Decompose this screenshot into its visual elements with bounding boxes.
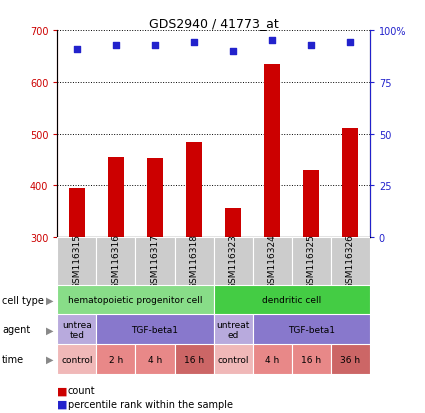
- Bar: [96, 315, 213, 344]
- Text: percentile rank within the sample: percentile rank within the sample: [68, 399, 233, 409]
- Bar: [96, 237, 136, 285]
- Text: TGF-beta1: TGF-beta1: [288, 325, 334, 334]
- Point: [347, 40, 354, 47]
- Point: [269, 38, 275, 45]
- Text: GSM116325: GSM116325: [307, 234, 316, 289]
- Point: [191, 40, 198, 47]
- Bar: [69, 188, 85, 237]
- Text: GSM116317: GSM116317: [150, 234, 159, 289]
- Text: ■: ■: [57, 385, 68, 395]
- Bar: [292, 237, 331, 285]
- Bar: [57, 344, 96, 374]
- Bar: [108, 157, 124, 237]
- Bar: [213, 285, 370, 315]
- Bar: [252, 344, 292, 374]
- Bar: [343, 129, 358, 237]
- Text: untrea
ted: untrea ted: [62, 320, 92, 339]
- Bar: [331, 344, 370, 374]
- Text: untreat
ed: untreat ed: [216, 320, 250, 339]
- Text: GSM116316: GSM116316: [111, 234, 120, 289]
- Text: 4 h: 4 h: [265, 355, 279, 364]
- Text: 16 h: 16 h: [301, 355, 321, 364]
- Text: count: count: [68, 385, 96, 395]
- Point: [230, 48, 236, 55]
- Bar: [57, 315, 96, 344]
- Text: ▶: ▶: [46, 325, 54, 335]
- Bar: [175, 237, 213, 285]
- Bar: [213, 315, 252, 344]
- Bar: [186, 143, 202, 237]
- Text: TGF-beta1: TGF-beta1: [131, 325, 178, 334]
- Text: GSM116318: GSM116318: [190, 234, 198, 289]
- Point: [308, 42, 314, 49]
- Bar: [303, 170, 319, 237]
- Text: 16 h: 16 h: [184, 355, 204, 364]
- Point: [113, 42, 119, 49]
- Text: GSM116326: GSM116326: [346, 234, 355, 289]
- Text: control: control: [217, 355, 249, 364]
- Text: hematopoietic progenitor cell: hematopoietic progenitor cell: [68, 295, 203, 304]
- Bar: [57, 237, 96, 285]
- Bar: [225, 208, 241, 237]
- Text: GSM116323: GSM116323: [229, 234, 238, 289]
- Text: dendritic cell: dendritic cell: [262, 295, 321, 304]
- Bar: [213, 344, 252, 374]
- Text: GSM116324: GSM116324: [268, 234, 277, 289]
- Text: 2 h: 2 h: [109, 355, 123, 364]
- Bar: [57, 285, 213, 315]
- Bar: [175, 344, 213, 374]
- Text: ▶: ▶: [46, 354, 54, 364]
- Text: 36 h: 36 h: [340, 355, 360, 364]
- Text: cell type: cell type: [2, 295, 44, 305]
- Bar: [147, 159, 163, 237]
- Point: [152, 42, 159, 49]
- Text: ▶: ▶: [46, 295, 54, 305]
- Point: [74, 46, 80, 53]
- Bar: [136, 344, 175, 374]
- Text: agent: agent: [2, 325, 30, 335]
- Text: GSM116315: GSM116315: [72, 234, 82, 289]
- Bar: [252, 237, 292, 285]
- Bar: [292, 344, 331, 374]
- Bar: [252, 315, 370, 344]
- Text: control: control: [61, 355, 93, 364]
- Text: 4 h: 4 h: [148, 355, 162, 364]
- Title: GDS2940 / 41773_at: GDS2940 / 41773_at: [149, 17, 278, 30]
- Bar: [331, 237, 370, 285]
- Bar: [264, 64, 280, 237]
- Text: ■: ■: [57, 399, 68, 409]
- Bar: [213, 237, 252, 285]
- Text: time: time: [2, 354, 24, 364]
- Bar: [136, 237, 175, 285]
- Bar: [96, 344, 136, 374]
